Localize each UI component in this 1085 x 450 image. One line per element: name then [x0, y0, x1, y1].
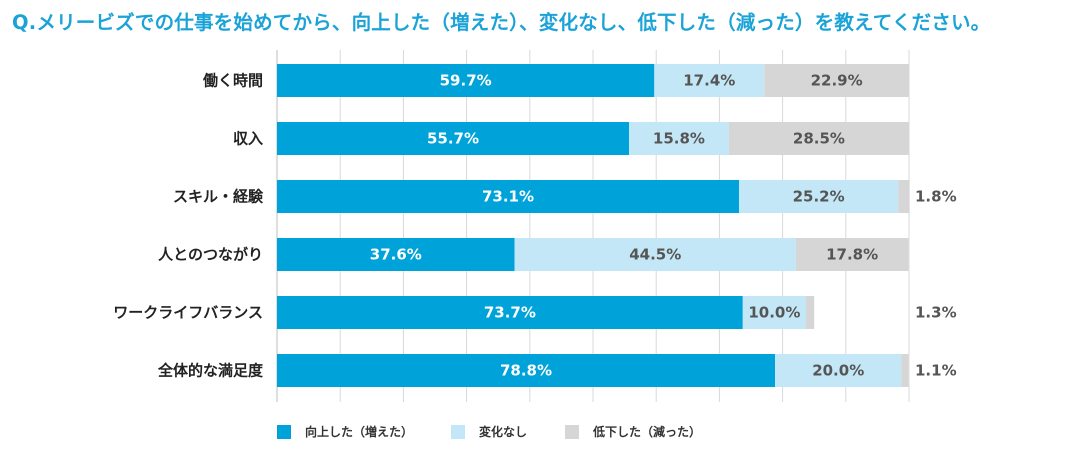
- legend-label-improved: 向上した（増えた）: [305, 425, 414, 439]
- data-label-improved: 55.7%: [427, 130, 479, 148]
- legend-item-declined: 低下した（減った）: [565, 423, 701, 440]
- bar-declined: [898, 180, 910, 213]
- bar-declined: [795, 238, 909, 271]
- data-label-unchanged: 17.4%: [683, 72, 735, 90]
- data-label-declined: 28.5%: [793, 130, 845, 148]
- bar-improved: [277, 296, 743, 329]
- data-label-improved: 78.8%: [500, 362, 552, 380]
- data-label-declined: 22.9%: [811, 72, 863, 90]
- data-label-unchanged: 44.5%: [629, 246, 681, 264]
- bar-unchanged: [742, 296, 806, 329]
- data-label-declined: 1.3%: [915, 304, 957, 322]
- data-label-declined: 17.8%: [826, 246, 878, 264]
- legend-item-unchanged: 変化なし: [451, 423, 527, 440]
- bar-declined: [805, 296, 815, 329]
- bar-improved: [277, 180, 739, 213]
- legend-swatch-declined: [565, 424, 580, 439]
- bar-improved: [277, 64, 655, 97]
- data-label-unchanged: 20.0%: [812, 362, 864, 380]
- legend: 向上した（増えた） 変化なし 低下した（減った）: [277, 423, 739, 440]
- bar-declined: [901, 354, 909, 387]
- category-label: スキル・経験: [173, 188, 264, 206]
- bar-unchanged: [654, 64, 765, 97]
- bar-unchanged: [775, 354, 902, 387]
- legend-swatch-unchanged: [451, 424, 466, 439]
- data-label-declined: 1.1%: [915, 362, 957, 380]
- legend-swatch-improved: [277, 424, 291, 439]
- category-label: 人とのつながり: [158, 246, 263, 264]
- data-label-unchanged: 10.0%: [748, 304, 800, 322]
- data-label-declined: 1.8%: [915, 188, 957, 206]
- bar-unchanged: [514, 238, 796, 271]
- category-label: 全体的な満足度: [157, 362, 264, 380]
- legend-label-unchanged: 変化なし: [479, 425, 528, 439]
- category-label: ワークライフバランス: [113, 304, 263, 322]
- bar-declined: [728, 122, 909, 155]
- bar-declined: [764, 64, 909, 97]
- data-label-improved: 73.7%: [484, 304, 536, 322]
- bar-improved: [277, 238, 515, 271]
- data-label-improved: 73.1%: [482, 188, 534, 206]
- bar-unchanged: [629, 122, 729, 155]
- bar-improved: [277, 122, 630, 155]
- legend-label-declined: 低下した（減った）: [593, 425, 702, 439]
- data-label-improved: 37.6%: [370, 246, 422, 264]
- category-label: 働く時間: [202, 72, 263, 90]
- bar-unchanged: [738, 180, 899, 213]
- data-label-unchanged: 25.2%: [793, 188, 845, 206]
- legend-item-improved: 向上した（増えた）: [277, 423, 413, 440]
- category-label: 収入: [233, 130, 263, 148]
- data-label-unchanged: 15.8%: [653, 130, 705, 148]
- chart-title: Q.メリービズでの仕事を始めてから、向上した（増えた）、変化なし、低下した（減っ…: [12, 11, 991, 34]
- data-label-improved: 59.7%: [440, 72, 492, 90]
- bar-improved: [277, 354, 776, 387]
